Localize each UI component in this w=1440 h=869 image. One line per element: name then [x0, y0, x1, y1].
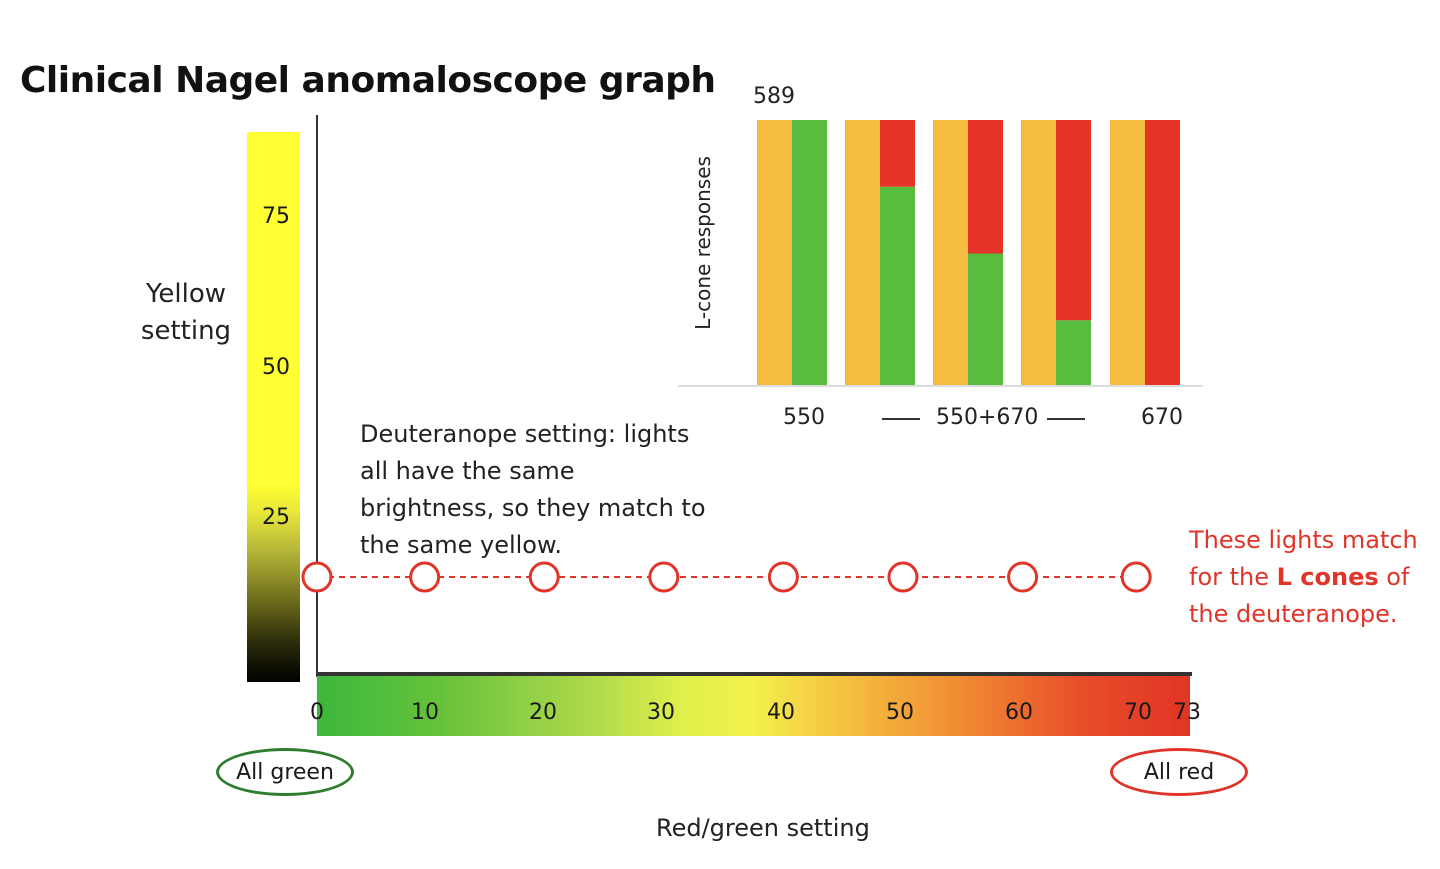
- l-cone-match-note: These lights match for the L cones of th…: [1189, 522, 1439, 633]
- x-tick-73: 73: [1173, 700, 1201, 725]
- inset-green-segment: [1056, 320, 1091, 387]
- inset-red-segment: [880, 120, 915, 187]
- all-red-oval: All red: [1110, 748, 1248, 796]
- x-axis-label: Red/green setting: [656, 814, 870, 842]
- inset-yellow-bar: [757, 120, 792, 387]
- y-tick-50: 50: [262, 355, 290, 380]
- inset-green-segment: [880, 186, 915, 387]
- deuteranope-note: Deuteranope setting: lights all have the…: [360, 420, 706, 559]
- inset-reference-label: 589: [753, 84, 795, 109]
- yellow-scale-bar: [247, 132, 300, 682]
- red-note-bold: L cones: [1276, 563, 1379, 591]
- x-tick-10: 10: [411, 700, 439, 725]
- inset-x-label-550: 550: [783, 405, 825, 430]
- x-tick-20: 20: [529, 700, 557, 725]
- all-green-oval: All green: [216, 748, 354, 796]
- x-tick-40: 40: [767, 700, 795, 725]
- inset-dash-left: [882, 418, 920, 420]
- match-point: [1120, 561, 1152, 593]
- y-axis-label: Yellow setting: [140, 279, 232, 346]
- match-point: [887, 561, 919, 593]
- x-tick-0: 0: [310, 700, 324, 725]
- x-tick-60: 60: [1005, 700, 1033, 725]
- red-green-scale-bar: [317, 676, 1190, 736]
- inset-x-label-mix: 550+670: [936, 405, 1039, 430]
- inset-baseline: [678, 385, 1203, 387]
- x-tick-30: 30: [647, 700, 675, 725]
- inset-green-segment: [792, 120, 827, 387]
- match-point: [528, 561, 560, 593]
- inset-yellow-bar: [933, 120, 968, 387]
- red-note-text-1: These lights match for the: [1189, 526, 1418, 591]
- match-point: [301, 561, 333, 593]
- x-tick-70: 70: [1124, 700, 1152, 725]
- inset-x-label-670: 670: [1141, 405, 1183, 430]
- inset-red-segment: [1056, 120, 1091, 321]
- y-axis-line: [316, 115, 318, 677]
- match-point: [409, 561, 441, 593]
- x-tick-50: 50: [886, 700, 914, 725]
- inset-red-segment: [1145, 120, 1180, 387]
- match-point: [767, 561, 799, 593]
- y-tick-75: 75: [262, 204, 290, 229]
- inset-dash-right: [1047, 418, 1085, 420]
- y-tick-25: 25: [262, 505, 290, 530]
- red-note-text-2: of the deuteranope.: [1189, 563, 1410, 628]
- match-point: [648, 561, 680, 593]
- match-points-group: [301, 561, 1152, 593]
- inset-green-segment: [968, 253, 1003, 387]
- inset-yellow-bar: [845, 120, 880, 387]
- inset-yellow-bar: [1021, 120, 1056, 387]
- chart-title: Clinical Nagel anomaloscope graph: [20, 60, 716, 101]
- inset-bars-group: [757, 120, 1180, 387]
- all-red-label: All red: [1143, 759, 1215, 785]
- x-axis-line: [316, 672, 1192, 676]
- inset-red-segment: [968, 120, 1003, 254]
- all-green-label: All green: [236, 759, 334, 785]
- match-point: [1007, 561, 1039, 593]
- inset-yellow-bar: [1110, 120, 1145, 387]
